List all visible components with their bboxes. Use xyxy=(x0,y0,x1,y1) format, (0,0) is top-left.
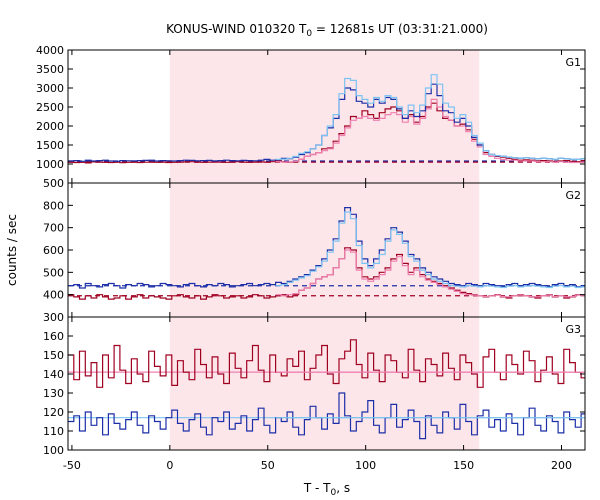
y-tick-label: 3500 xyxy=(36,63,64,76)
y-tick-label: 300 xyxy=(43,311,64,324)
y-tick-label: 1000 xyxy=(36,158,64,171)
panels-group: 5001000150020002500300035004000G13004005… xyxy=(36,44,586,472)
panel-g1: 500 1000 1500 2000 2500 3000 3500 4000 G1 xyxy=(36,44,586,190)
x-tick-label: 50 xyxy=(261,459,275,472)
chart-title: KONUS-WIND 010320 T0 = 12681s UT (03:31:… xyxy=(166,22,488,39)
y-tick-label: 4000 xyxy=(36,44,64,57)
series-blue xyxy=(68,207,585,289)
y-tick-label: 2000 xyxy=(36,120,64,133)
series-pink xyxy=(275,98,585,164)
highlight-interval xyxy=(169,317,480,450)
panel-label: G2 xyxy=(565,189,581,202)
y-tick-label: 1500 xyxy=(36,139,64,152)
series-red xyxy=(68,339,585,388)
panel-plot-area xyxy=(68,207,585,300)
x-tick-label: 200 xyxy=(551,459,572,472)
series-blue xyxy=(68,392,585,440)
panel-g3: 100 110 120 130 140 150 160 G3 xyxy=(43,316,586,457)
y-tick-label: 120 xyxy=(43,406,64,419)
y-tick-label: 130 xyxy=(43,387,64,400)
x-tick-label: 100 xyxy=(355,459,376,472)
y-tick-label: 3000 xyxy=(36,82,64,95)
series-lightblue xyxy=(275,211,585,289)
panel-frame xyxy=(67,316,586,451)
highlight-interval xyxy=(169,183,480,317)
panel-label: G1 xyxy=(565,56,581,69)
panel-plot-area xyxy=(68,339,585,440)
y-tick-label: 160 xyxy=(43,330,64,343)
x-axis-label: T - T0, s xyxy=(303,481,350,498)
y-tick-label: 500 xyxy=(43,177,64,190)
y-tick-label: 140 xyxy=(43,368,64,381)
y-tick-label: 700 xyxy=(43,222,64,235)
y-axis-label: counts / sec xyxy=(5,214,19,286)
y-tick-label: 110 xyxy=(43,425,64,438)
y-tick-label: 500 xyxy=(43,266,64,279)
x-tick-label: 0 xyxy=(166,459,173,472)
panel-plot-area xyxy=(68,74,585,164)
series-pink xyxy=(275,249,585,298)
y-tick-label: 600 xyxy=(43,244,64,257)
y-tick-label: 400 xyxy=(43,289,64,302)
y-tick-label: 150 xyxy=(43,349,64,362)
panel-g2: 300 400 500 600 700 800 G2 xyxy=(43,182,586,324)
y-tick-label: 800 xyxy=(43,199,64,212)
x-tick-label: -50 xyxy=(63,459,81,472)
highlight-interval xyxy=(169,50,480,183)
y-tick-label: 100 xyxy=(43,444,64,457)
panel-label: G3 xyxy=(565,323,581,336)
x-tick-label: 150 xyxy=(453,459,474,472)
series-lightblue xyxy=(275,74,585,160)
y-tick-label: 2500 xyxy=(36,101,64,114)
